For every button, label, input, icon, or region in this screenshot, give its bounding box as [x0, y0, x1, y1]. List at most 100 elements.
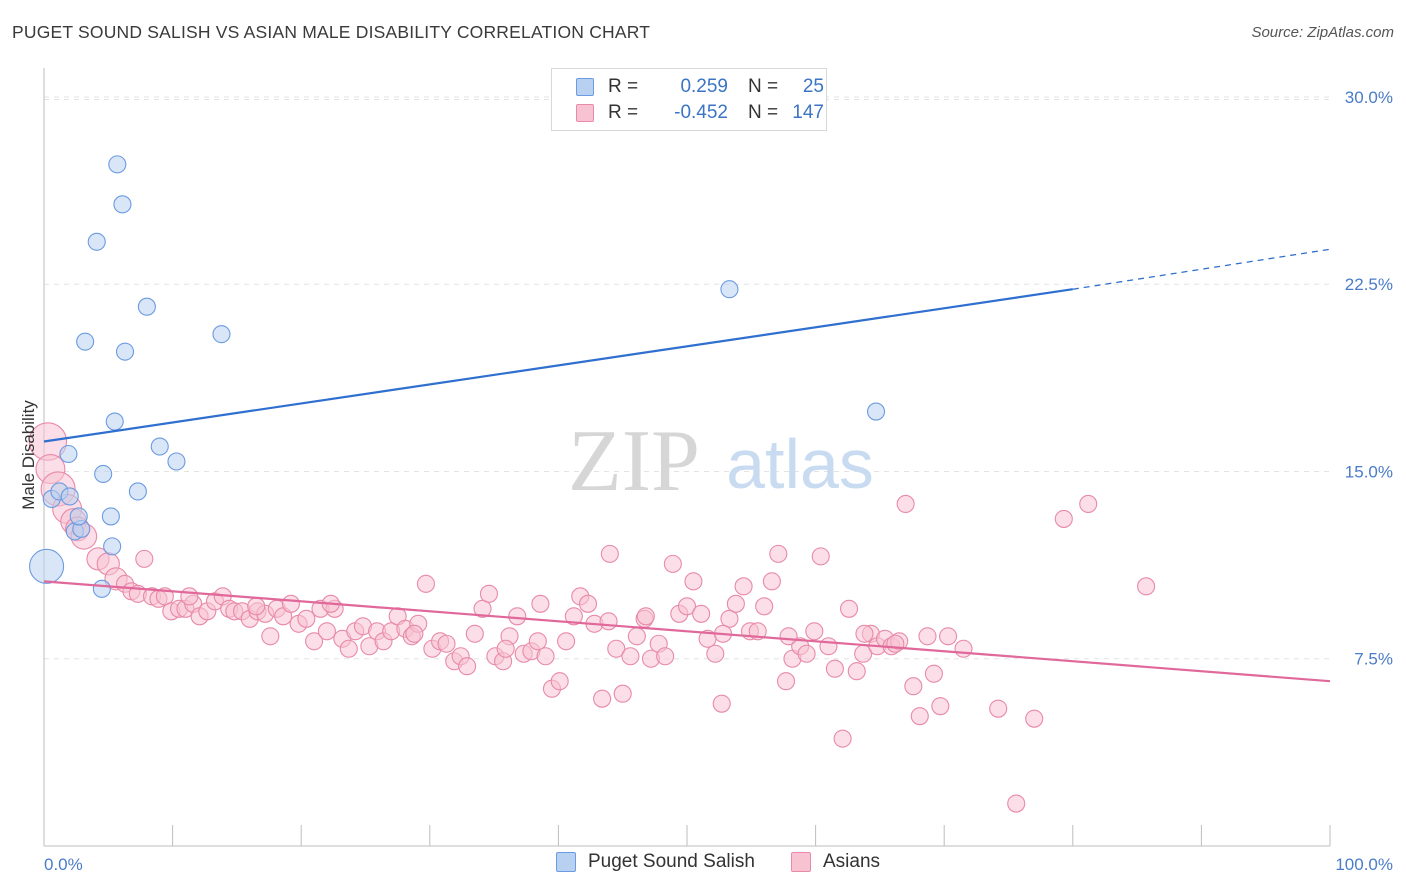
asians-point	[712, 694, 731, 713]
asians-point	[755, 597, 774, 616]
source-label: Source: ZipAtlas.com	[1251, 24, 1394, 41]
legend-r-label: R =	[608, 102, 639, 123]
asians-point	[317, 622, 336, 641]
asians-point	[1007, 794, 1026, 813]
y-tick-label: 7.5%	[1354, 650, 1393, 669]
y-tick-label: 15.0%	[1345, 462, 1393, 481]
asians-point	[904, 677, 923, 696]
asians-point	[479, 584, 499, 603]
puget-sound-salish-point	[167, 452, 186, 471]
asians-point	[180, 587, 199, 606]
asians-point	[924, 664, 943, 683]
puget-sound-salish-point	[103, 537, 122, 556]
x-tick-label-max: 100.0%	[1335, 855, 1393, 874]
asians-point	[663, 554, 682, 573]
asians-point	[305, 632, 324, 651]
puget-sound-salish-trend-line	[43, 288, 1073, 443]
asians-point	[847, 662, 866, 681]
legend-swatch-pink	[576, 104, 594, 122]
asians-point	[677, 597, 697, 616]
asians-point	[607, 639, 626, 658]
asians-point	[599, 612, 618, 631]
tick-labels: 7.5% 15.0% 22.5% 30.0% 0.0% 100.0%	[44, 88, 1393, 874]
asians-point	[405, 624, 424, 643]
legend-n-label: N =	[748, 76, 779, 97]
asians-point	[473, 599, 492, 618]
legend: R = 0.259 N = 25 R = -0.452 N = 147	[551, 68, 827, 131]
puget-sound-salish-point	[866, 402, 886, 421]
asians-point	[762, 572, 781, 591]
asians-point	[528, 632, 547, 651]
asians-point	[805, 622, 824, 641]
puget-sound-salish-point	[60, 487, 79, 506]
legend-n-value: 25	[802, 76, 824, 97]
puget-sound-salish-point	[115, 342, 135, 361]
asians-point	[496, 639, 515, 658]
legend-row-puget: R = 0.259 N = 25	[576, 75, 824, 99]
watermark-zip: ZIP	[568, 413, 700, 510]
puget-sound-salish-point	[87, 232, 106, 251]
asians-point	[281, 594, 300, 613]
legend-r-value: -0.452	[674, 102, 728, 123]
puget-sound-salish-point	[128, 482, 147, 501]
asians-point	[706, 644, 725, 663]
asians-point	[247, 597, 266, 616]
legend-n-label: N =	[748, 102, 779, 123]
legend-row-asians: R = -0.452 N = 147	[576, 101, 824, 125]
asians-point	[1079, 494, 1098, 513]
asians-point	[819, 637, 838, 656]
puget-sound-salish-point	[720, 280, 739, 299]
asians-point	[536, 647, 555, 666]
puget-sound-salish-point	[212, 325, 231, 344]
asians-point	[465, 624, 484, 643]
asians-point	[557, 632, 576, 651]
asians-point	[896, 494, 915, 513]
asians-point	[918, 627, 937, 646]
bottom-legend-label: Asians	[823, 851, 881, 872]
asians-point	[656, 647, 675, 666]
y-axis-label: Male Disability	[19, 400, 38, 510]
puget-sound-salish-point	[108, 155, 127, 174]
watermark: ZIP atlas	[568, 413, 874, 510]
asians-point	[779, 627, 798, 646]
asians-points	[28, 422, 1156, 813]
chart-title: PUGET SOUND SALISH VS ASIAN MALE DISABIL…	[12, 22, 651, 42]
asians-point	[437, 634, 456, 653]
watermark-atlas: atlas	[726, 425, 874, 503]
asians-point	[769, 544, 788, 563]
y-tick-label: 22.5%	[1345, 275, 1393, 294]
asians-point	[531, 594, 550, 613]
asians-point	[1137, 577, 1156, 596]
asians-point	[684, 572, 703, 591]
asians-point	[720, 609, 739, 628]
asians-point	[1025, 709, 1044, 728]
asians-point	[339, 639, 358, 658]
asians-point	[811, 547, 830, 566]
asians-point	[797, 644, 816, 663]
bottom-legend-asians: Asians	[791, 851, 880, 873]
asians-point	[833, 729, 852, 748]
puget-sound-salish-trend-extension	[1072, 248, 1331, 290]
puget-sound-salish-point	[113, 195, 132, 214]
legend-r-label: R =	[608, 76, 639, 97]
bottom-legend-label: Puget Sound Salish	[588, 851, 755, 872]
puget-sound-salish-point	[137, 297, 156, 316]
puget-sound-salish-point	[29, 548, 65, 584]
asians-point	[508, 607, 527, 626]
asians-point	[839, 599, 859, 618]
asians-point	[600, 544, 619, 563]
asians-point	[1054, 509, 1073, 528]
puget-sound-salish-point	[105, 412, 124, 431]
asians-point	[855, 624, 874, 643]
asians-point	[692, 604, 711, 623]
asians-point	[910, 707, 929, 726]
puget-sound-salish-point	[76, 332, 95, 351]
asians-point	[776, 672, 796, 691]
asians-point	[564, 607, 583, 626]
asians-point	[627, 627, 646, 646]
asians-point	[550, 672, 569, 691]
asians-point	[726, 594, 745, 613]
asians-point	[825, 659, 844, 678]
x-tick-label-min: 0.0%	[44, 855, 83, 874]
